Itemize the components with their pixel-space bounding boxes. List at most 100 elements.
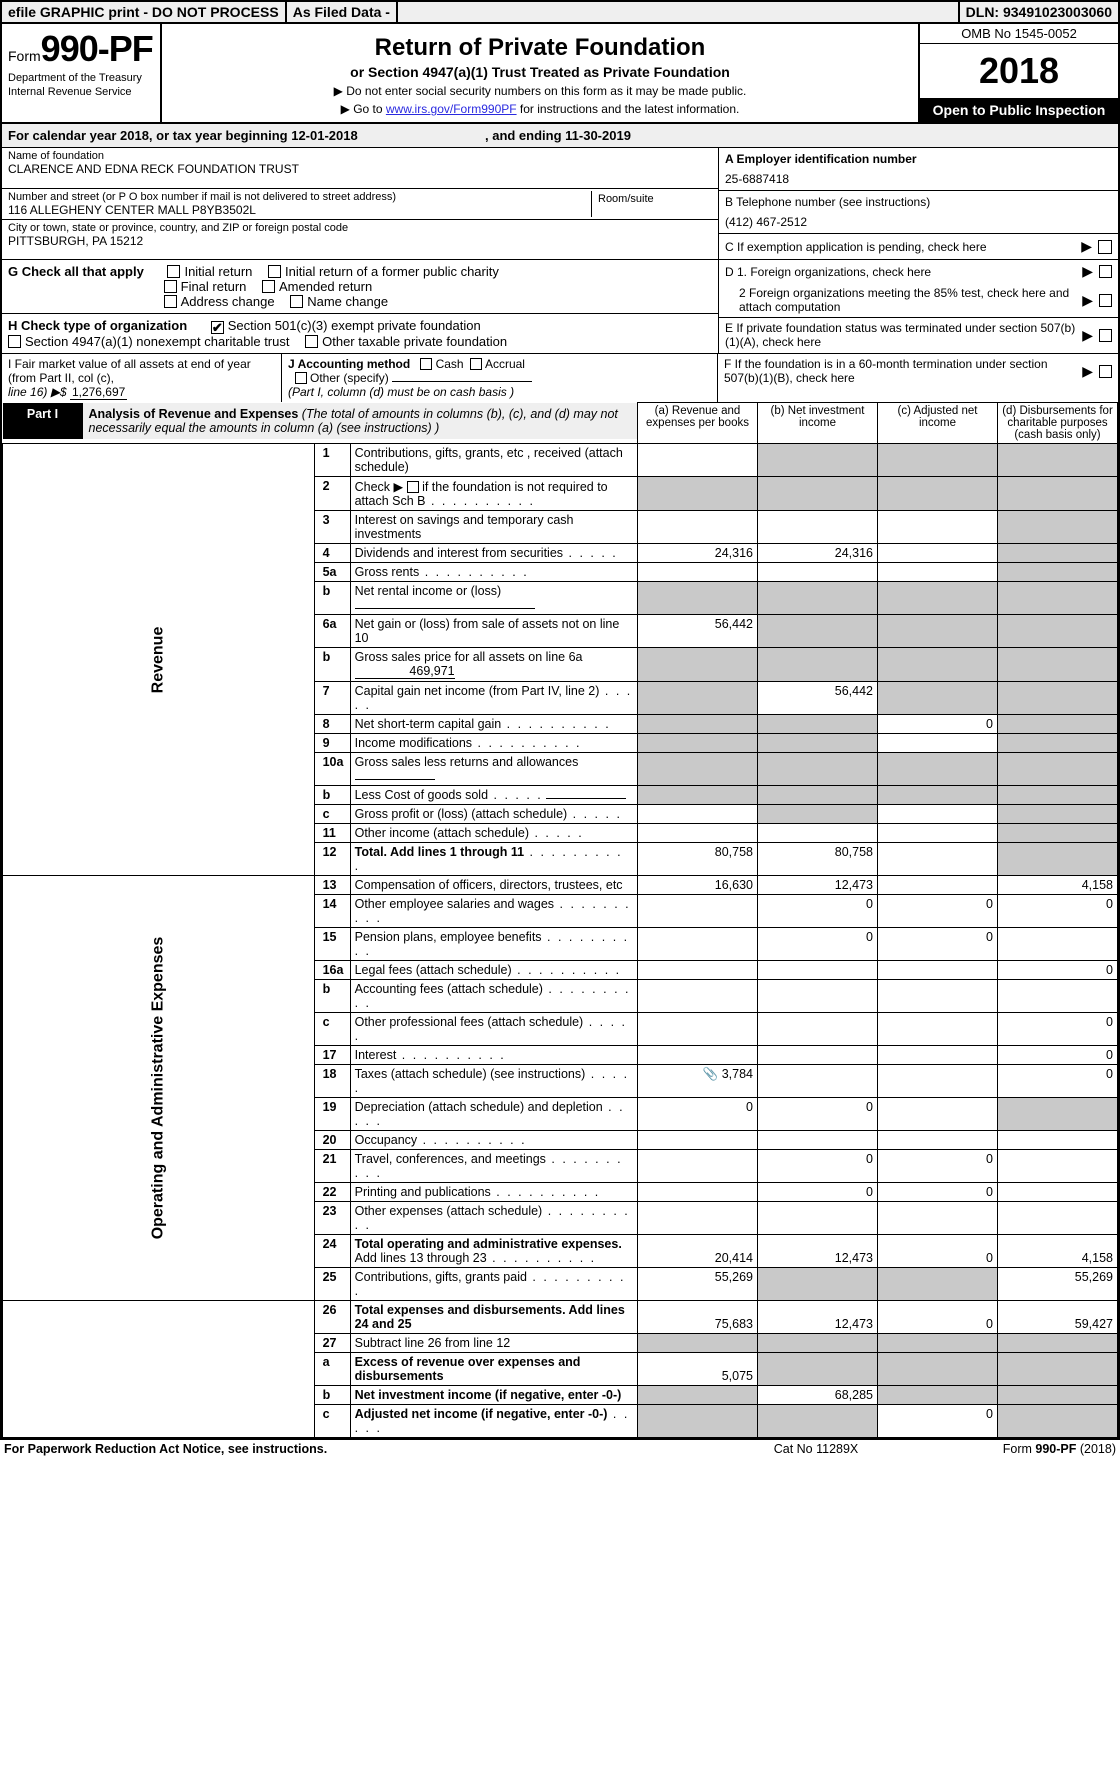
- j-other: Other (specify): [310, 371, 389, 385]
- efile-notice: efile GRAPHIC print - DO NOT PROCESS: [2, 2, 287, 22]
- e-cb[interactable]: [1099, 329, 1112, 342]
- irs-link[interactable]: www.irs.gov/Form990PF: [386, 102, 517, 116]
- d2-cb[interactable]: [1099, 294, 1112, 307]
- footer-mid: Cat No 11289X: [716, 1442, 916, 1456]
- header-right: OMB No 1545-0052 2018 Open to Public Ins…: [918, 24, 1118, 122]
- j-other-cb[interactable]: [295, 372, 307, 384]
- d1-arrow: ▶: [1082, 263, 1093, 280]
- f-cb[interactable]: [1099, 365, 1112, 378]
- tax-year: 2018: [920, 44, 1118, 98]
- header-left: Form990-PF Department of the Treasury In…: [2, 24, 162, 122]
- dln: DLN: 93491023003060: [960, 2, 1118, 22]
- c-checkbox[interactable]: [1098, 240, 1112, 254]
- h-o2: Section 4947(a)(1) nonexempt charitable …: [25, 334, 289, 349]
- part1-header-row: Part I Analysis of Revenue and Expenses …: [3, 403, 1118, 444]
- phone-label: B Telephone number (see instructions): [725, 195, 1112, 209]
- dept-irs: Internal Revenue Service: [8, 86, 154, 98]
- id-left: Name of foundation CLARENCE AND EDNA REC…: [2, 148, 718, 259]
- city: PITTSBURGH, PA 15212: [8, 234, 712, 248]
- j-other-line: [392, 381, 532, 382]
- g-initial-return-cb[interactable]: [167, 265, 180, 278]
- j-accrual-cb[interactable]: [470, 358, 482, 370]
- h-4947-cb[interactable]: [8, 335, 21, 348]
- d1-label: D 1. Foreign organizations, check here: [725, 265, 1076, 279]
- form-subtitle: or Section 4947(a)(1) Trust Treated as P…: [168, 64, 912, 80]
- col-d-header: (d) Disbursements for charitable purpose…: [998, 403, 1118, 444]
- foundation-name: CLARENCE AND EDNA RECK FOUNDATION TRUST: [8, 162, 712, 176]
- attachment-icon[interactable]: 📎: [703, 1067, 719, 1082]
- form-prefix: Form: [8, 48, 41, 64]
- identification-block: Name of foundation CLARENCE AND EDNA REC…: [2, 148, 1118, 260]
- page-footer: For Paperwork Reduction Act Notice, see …: [0, 1440, 1120, 1458]
- col-a-header: (a) Revenue and expenses per books: [638, 403, 758, 444]
- h-row: H Check type of organization Section 501…: [2, 314, 718, 353]
- h-label: H Check type of organization: [8, 318, 187, 333]
- g-address-cb[interactable]: [164, 295, 177, 308]
- col-c-header: (c) Adjusted net income: [878, 403, 998, 444]
- instr-2b: for instructions and the latest informat…: [517, 102, 740, 116]
- i-cell: I Fair market value of all assets at end…: [2, 354, 282, 402]
- d2-arrow: ▶: [1082, 292, 1093, 309]
- j-label: J Accounting method: [288, 357, 410, 371]
- cal-a: For calendar year 2018, or tax year begi…: [8, 128, 358, 143]
- e-label: E If private foundation status was termi…: [725, 321, 1076, 349]
- form-title: Return of Private Foundation: [168, 34, 912, 62]
- f-label: F If the foundation is in a 60-month ter…: [724, 357, 1082, 385]
- e-arrow: ▶: [1082, 327, 1093, 344]
- cal-b: , and ending 11-30-2019: [485, 128, 631, 143]
- g-o5: Address change: [181, 294, 275, 309]
- schb-cb[interactable]: [407, 481, 419, 493]
- part1-table: Part I Analysis of Revenue and Expenses …: [2, 402, 1118, 1438]
- g-name-cb[interactable]: [290, 295, 303, 308]
- g-amended-cb[interactable]: [262, 280, 275, 293]
- address: 116 ALLEGHENY CENTER MALL P8YB3502L: [8, 203, 591, 217]
- section-g-h-d-e: G Check all that apply Initial return In…: [2, 260, 1118, 353]
- name-label: Name of foundation: [8, 150, 712, 162]
- header-middle: Return of Private Foundation or Section …: [162, 24, 918, 122]
- ein-value: 25-6887418: [725, 172, 1112, 186]
- dept-treasury: Department of the Treasury: [8, 72, 154, 84]
- expenses-side-label: Operating and Administrative Expenses: [3, 876, 315, 1301]
- g-initial-former-cb[interactable]: [268, 265, 281, 278]
- instr-2a: ▶ Go to: [341, 102, 386, 116]
- h-o3: Other taxable private foundation: [322, 334, 507, 349]
- h-other-cb[interactable]: [305, 335, 318, 348]
- g-o1: Initial return: [184, 264, 252, 279]
- j-accrual: Accrual: [485, 357, 525, 371]
- row-1: Revenue 1 Contributions, gifts, grants, …: [3, 444, 1118, 477]
- part1-header: Part I Analysis of Revenue and Expenses …: [3, 403, 638, 439]
- g-final-return-cb[interactable]: [164, 280, 177, 293]
- phone-value: (412) 467-2512: [725, 215, 1112, 229]
- i-label-2: line 16) ▶$: [8, 385, 70, 399]
- row-13: Operating and Administrative Expenses 13…: [3, 876, 1118, 895]
- revenue-side-label: Revenue: [3, 444, 315, 876]
- part1-title-b: Analysis of Revenue and Expenses: [89, 407, 299, 421]
- g-row: G Check all that apply Initial return In…: [2, 260, 718, 314]
- id-right: A Employer identification number 25-6887…: [718, 148, 1118, 259]
- j-cash-cb[interactable]: [420, 358, 432, 370]
- open-to-public: Open to Public Inspection: [920, 98, 1118, 122]
- form-header: Form990-PF Department of the Treasury In…: [2, 24, 1118, 124]
- d2-label: 2 Foreign organizations meeting the 85% …: [725, 286, 1076, 314]
- footer-right: Form 990-PF (2018): [916, 1442, 1116, 1456]
- topbar-spacer: [398, 2, 960, 22]
- instr-2: ▶ Go to www.irs.gov/Form990PF for instru…: [168, 102, 912, 116]
- h-501c3-cb[interactable]: [211, 321, 224, 334]
- d1-cb[interactable]: [1099, 265, 1112, 278]
- form-container: efile GRAPHIC print - DO NOT PROCESS As …: [0, 0, 1120, 1440]
- e-item: E If private foundation status was termi…: [719, 317, 1118, 352]
- d2-item: 2 Foreign organizations meeting the 85% …: [719, 283, 1118, 317]
- part1-label: Part I: [3, 403, 83, 439]
- c-label: C If exemption application is pending, c…: [725, 240, 1081, 254]
- i-fmv-value: 1,276,697: [70, 385, 127, 400]
- c-arrow: ▶: [1081, 238, 1092, 255]
- blank-side: [3, 1301, 315, 1438]
- row-26: 26 Total expenses and disbursements. Add…: [3, 1301, 1118, 1334]
- instr-1: ▶ Do not enter social security numbers o…: [168, 84, 912, 98]
- col-b-header: (b) Net investment income: [758, 403, 878, 444]
- g-label: G Check all that apply: [8, 264, 144, 279]
- city-label: City or town, state or province, country…: [8, 222, 712, 234]
- g-o6: Name change: [307, 294, 388, 309]
- form-num-big: 990-PF: [41, 28, 153, 69]
- part1-title: Analysis of Revenue and Expenses (The to…: [83, 403, 638, 439]
